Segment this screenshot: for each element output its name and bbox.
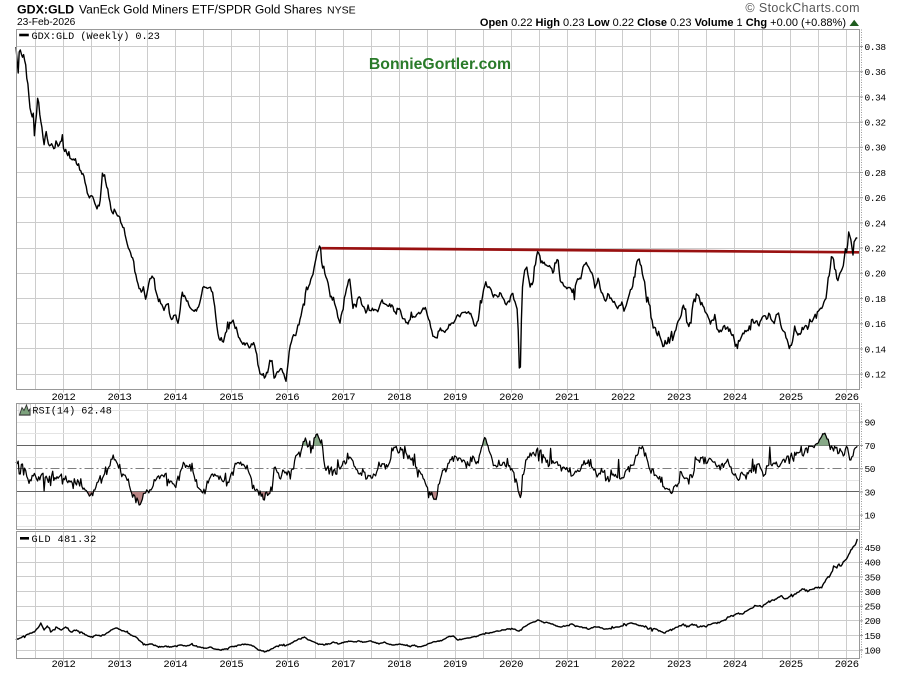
- svg-text:300: 300: [865, 587, 882, 598]
- svg-text:2023: 2023: [667, 659, 691, 671]
- svg-text:NYSE: NYSE: [327, 5, 356, 17]
- svg-text:2017: 2017: [331, 392, 355, 404]
- svg-text:2025: 2025: [779, 659, 803, 671]
- svg-text:23-Feb-2026: 23-Feb-2026: [17, 17, 76, 28]
- svg-text:450: 450: [865, 543, 882, 554]
- svg-text:2022: 2022: [611, 659, 635, 671]
- svg-text:2025: 2025: [779, 392, 803, 404]
- svg-text:250: 250: [865, 602, 882, 613]
- svg-text:2019: 2019: [443, 392, 467, 404]
- svg-text:0.18: 0.18: [865, 294, 887, 305]
- svg-text:2016: 2016: [275, 659, 299, 671]
- svg-text:350: 350: [865, 572, 882, 583]
- svg-text:400: 400: [865, 558, 882, 569]
- svg-text:0.16: 0.16: [865, 319, 887, 330]
- svg-text:2021: 2021: [555, 659, 579, 671]
- svg-text:30: 30: [865, 487, 876, 498]
- svg-text:2024: 2024: [723, 392, 747, 404]
- svg-text:150: 150: [865, 631, 882, 642]
- svg-text:2023: 2023: [667, 392, 691, 404]
- svg-text:0.20: 0.20: [865, 269, 887, 280]
- svg-text:2019: 2019: [443, 659, 467, 671]
- svg-text:2016: 2016: [275, 392, 299, 404]
- svg-text:0.22: 0.22: [865, 244, 887, 255]
- svg-text:2014: 2014: [163, 659, 187, 671]
- svg-text:0.30: 0.30: [865, 143, 887, 154]
- svg-text:0.26: 0.26: [865, 193, 887, 204]
- svg-text:2015: 2015: [219, 392, 243, 404]
- svg-text:2013: 2013: [107, 659, 131, 671]
- svg-text:Open 0.22 High 0.23 Low 0.22 C: Open 0.22 High 0.23 Low 0.22 Close 0.23 …: [480, 17, 846, 29]
- svg-text:10: 10: [865, 511, 876, 522]
- svg-text:0.28: 0.28: [865, 168, 887, 179]
- svg-text:2026: 2026: [835, 659, 859, 671]
- svg-text:RSI(14) 62.48: RSI(14) 62.48: [32, 406, 111, 418]
- svg-text:2018: 2018: [387, 392, 411, 404]
- svg-text:2013: 2013: [107, 392, 131, 404]
- svg-text:BonnieGortler.com: BonnieGortler.com: [369, 56, 511, 73]
- svg-text:© StockCharts.com: © StockCharts.com: [745, 1, 860, 15]
- svg-text:0.12: 0.12: [865, 370, 887, 381]
- svg-text:2012: 2012: [51, 659, 75, 671]
- svg-text:2012: 2012: [51, 392, 75, 404]
- svg-text:90: 90: [865, 418, 876, 429]
- svg-text:2021: 2021: [555, 392, 579, 404]
- svg-text:2020: 2020: [499, 659, 523, 671]
- svg-text:0.32: 0.32: [865, 118, 887, 129]
- svg-text:200: 200: [865, 616, 882, 627]
- svg-text:GDX:GLD (Weekly) 0.23: GDX:GLD (Weekly) 0.23: [32, 31, 160, 43]
- svg-text:0.38: 0.38: [865, 42, 887, 53]
- svg-text:0.14: 0.14: [865, 344, 887, 355]
- svg-text:0.36: 0.36: [865, 67, 887, 78]
- svg-text:2024: 2024: [723, 659, 747, 671]
- svg-text:2018: 2018: [387, 659, 411, 671]
- svg-text:100: 100: [865, 646, 882, 657]
- svg-text:GLD 481.32: GLD 481.32: [32, 535, 97, 546]
- svg-text:2015: 2015: [219, 659, 243, 671]
- svg-text:2017: 2017: [331, 659, 355, 671]
- svg-text:VanEck Gold Miners ETF/SPDR Go: VanEck Gold Miners ETF/SPDR Gold Shares: [79, 3, 322, 17]
- svg-text:0.34: 0.34: [865, 92, 887, 103]
- svg-text:70: 70: [865, 441, 876, 452]
- svg-text:50: 50: [865, 464, 876, 475]
- svg-text:GDX:GLD: GDX:GLD: [17, 3, 74, 17]
- svg-text:2014: 2014: [163, 392, 187, 404]
- svg-text:2022: 2022: [611, 392, 635, 404]
- svg-text:2026: 2026: [835, 392, 859, 404]
- svg-text:2020: 2020: [499, 392, 523, 404]
- svg-text:0.24: 0.24: [865, 218, 887, 229]
